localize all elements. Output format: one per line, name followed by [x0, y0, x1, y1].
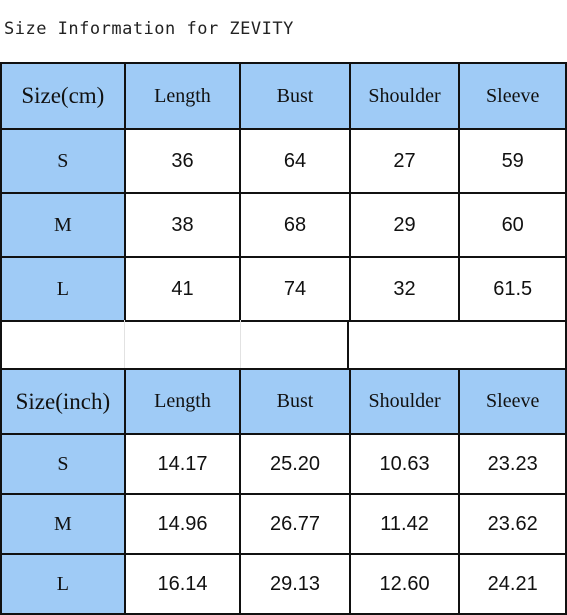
bust-value: 25.20: [239, 433, 351, 495]
header-bust: Bust: [239, 368, 351, 435]
header-size-inch: Size(inch): [0, 368, 126, 435]
size-label: L: [0, 256, 126, 322]
size-label: S: [0, 433, 126, 495]
sleeve-value: 59: [458, 128, 567, 194]
header-shoulder: Shoulder: [348, 368, 461, 435]
shoulder-value: 11.42: [348, 493, 461, 555]
header-bust: Bust: [239, 62, 351, 130]
table-row: M 38 68 29 60: [0, 192, 567, 258]
sleeve-value: 23.23: [458, 433, 567, 495]
sleeve-value: 23.62: [458, 493, 567, 555]
table-header-row: Size(cm) Length Bust Shoulder Sleeve: [0, 62, 567, 130]
table-row: S 14.17 25.20 10.63 23.23: [0, 433, 567, 495]
length-value: 36: [123, 128, 242, 194]
table-row: M 14.96 26.77 11.42 23.62: [0, 493, 567, 555]
length-value: 14.96: [123, 493, 242, 555]
shoulder-value: 32: [348, 256, 461, 322]
table-spacer: [0, 320, 567, 368]
bust-value: 68: [239, 192, 351, 258]
header-length: Length: [123, 62, 242, 130]
shoulder-value: 27: [348, 128, 461, 194]
table-row: L 41 74 32 61.5: [0, 256, 567, 322]
header-sleeve: Sleeve: [458, 368, 567, 435]
bust-value: 26.77: [239, 493, 351, 555]
header-size-cm: Size(cm): [0, 62, 126, 130]
header-sleeve: Sleeve: [458, 62, 567, 130]
length-value: 14.17: [123, 433, 242, 495]
header-length: Length: [123, 368, 242, 435]
spacer-border-right: [565, 320, 567, 368]
length-value: 41: [123, 256, 242, 322]
size-label: M: [0, 192, 126, 258]
length-value: 38: [123, 192, 242, 258]
spacer-border-left: [0, 320, 2, 368]
sleeve-value: 24.21: [458, 553, 567, 615]
bust-value: 74: [239, 256, 351, 322]
size-table-inch: Size(inch) Length Bust Shoulder Sleeve S…: [0, 368, 567, 615]
sleeve-value: 60: [458, 192, 567, 258]
spacer-cell: [124, 320, 241, 368]
page-title: Size Information for ZEVITY: [4, 19, 294, 39]
table-row: L 16.14 29.13 12.60 24.21: [0, 553, 567, 615]
length-value: 16.14: [123, 553, 242, 615]
bust-value: 29.13: [239, 553, 351, 615]
table-header-row: Size(inch) Length Bust Shoulder Sleeve: [0, 368, 567, 435]
size-label: L: [0, 553, 126, 615]
shoulder-value: 10.63: [348, 433, 461, 495]
shoulder-value: 12.60: [348, 553, 461, 615]
size-table-cm: Size(cm) Length Bust Shoulder Sleeve S 3…: [0, 62, 567, 322]
bust-value: 64: [239, 128, 351, 194]
shoulder-value: 29: [348, 192, 461, 258]
spacer-cell: [0, 320, 125, 368]
size-label: M: [0, 493, 126, 555]
spacer-border-mid: [347, 320, 349, 368]
table-row: S 36 64 27 59: [0, 128, 567, 194]
sleeve-value: 61.5: [458, 256, 567, 322]
size-label: S: [0, 128, 126, 194]
header-shoulder: Shoulder: [348, 62, 461, 130]
